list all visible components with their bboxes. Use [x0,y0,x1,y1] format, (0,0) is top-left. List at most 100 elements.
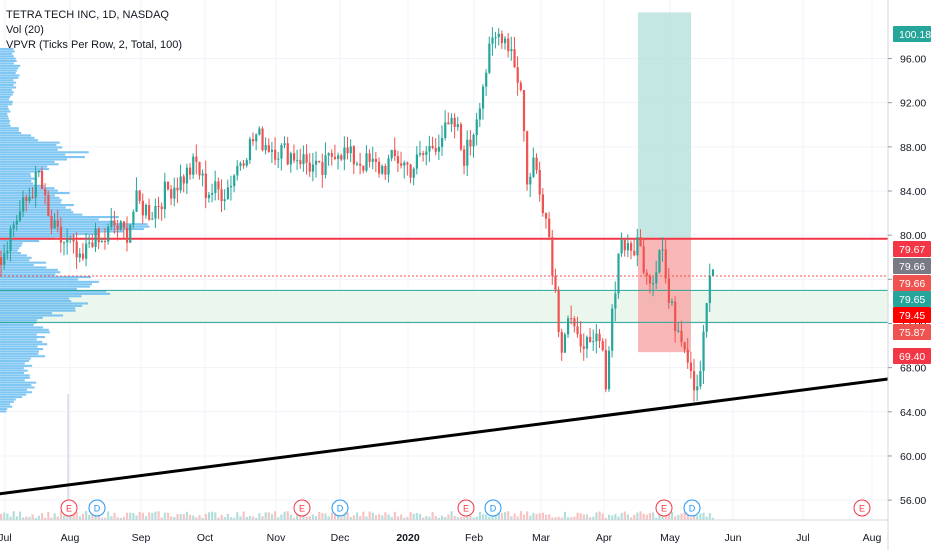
dividend-marker[interactable] [331,499,349,517]
volume-bar [3,512,6,520]
volume-bar [689,517,693,520]
support-zone[interactable] [0,290,888,323]
chart-title[interactable]: TETRA TECH INC, 1D, NASDAQ [6,9,169,21]
earnings-event[interactable]: E [853,499,871,517]
indicator-vol[interactable]: Vol (20) [6,24,44,36]
volume-bar [18,511,22,520]
earnings-label: E [859,504,865,514]
vpvr-bar [0,280,99,283]
earnings-event[interactable]: E [293,499,311,517]
candle [522,89,526,132]
volume-bar [595,512,598,520]
dividend-event[interactable]: D [484,499,502,517]
long-position-tool[interactable] [638,12,795,353]
volume-bar [674,516,677,520]
trend-line[interactable] [0,377,889,496]
vpvr-bar [0,400,14,403]
profit-zone[interactable] [638,12,691,239]
candle [639,237,642,247]
loss-zone[interactable] [638,238,691,353]
vpvr-bar [0,384,32,387]
x-tick-label: Dec [331,532,350,544]
volume-bar [223,516,226,520]
volume-bar [148,512,151,520]
vpvr-bar [0,120,11,123]
horizontal-lines[interactable] [0,237,888,323]
vpvr-bar [0,160,55,163]
earnings-marker[interactable] [60,499,78,517]
earnings-event[interactable]: E [60,499,78,517]
candle [655,272,658,284]
earnings-event[interactable]: E [457,499,475,517]
highlight-zone [0,290,888,323]
volume-bar [711,517,715,520]
candle [252,138,255,142]
candle [66,239,69,243]
volume-bar [233,517,236,520]
candle [324,155,327,175]
earnings-event[interactable]: E [655,499,673,517]
dividend-marker[interactable] [88,499,106,517]
candle [642,246,645,273]
dividend-marker[interactable] [484,499,502,517]
earnings-marker[interactable] [457,499,475,517]
earnings-marker[interactable] [655,499,673,517]
y-tick-label: 68.00 [900,363,926,375]
volume-bar [705,516,708,520]
vpvr-bar [0,376,30,379]
vpvr-bar [0,240,40,243]
dividend-marker[interactable] [683,499,701,517]
volume-bar [371,512,374,520]
vpvr-bar [0,86,17,89]
vpvr-bar [0,372,25,375]
candle [567,318,570,335]
candle [699,370,702,387]
trendline[interactable] [0,377,889,496]
price-tag-label: 69.40 [899,351,925,363]
price-tag: 75.87 [893,324,931,340]
candle [576,326,579,335]
candle [444,122,447,139]
earnings-marker[interactable] [293,499,311,517]
vpvr-bar [0,271,61,274]
vpvr-bar [0,348,44,351]
earnings-label: E [661,504,667,514]
candle [441,138,444,147]
candle [18,211,22,221]
volume-bar [406,516,409,520]
volume-bar [535,514,538,520]
vpvr-bar [0,88,12,91]
candle [47,194,50,217]
volume-bar [25,516,28,520]
candle [56,220,59,227]
vpvr-bar [0,398,16,401]
indicator-vpvr[interactable]: VPVR (Ticks Per Row, 2, Total, 100) [6,39,183,51]
vpvr-bar [0,112,8,115]
volume-bar [648,512,652,520]
vpvr-bar [0,268,58,271]
volume-bar [308,516,311,520]
vpvr-bar [0,211,74,214]
vpvr-bar [0,304,83,307]
volume-bar [274,511,277,520]
vpvr-bar [0,184,45,187]
candle [667,278,670,303]
earnings-marker[interactable] [853,499,871,517]
volume-bar [645,514,648,520]
dividend-event[interactable]: D [683,499,701,517]
volume-bar [195,517,198,520]
price-tag-label: 79.65 [899,294,925,306]
vpvr-bar [0,216,119,219]
dividend-event[interactable]: D [331,499,349,517]
volume-bar [261,516,264,520]
volume-bar [160,517,163,520]
dividend-event[interactable]: D [88,499,106,517]
vpvr-bar [0,410,7,413]
volume-bar [72,514,75,520]
volume-bar [217,517,220,520]
candle [585,336,589,349]
vpvr-bar [0,177,36,180]
volume-bar [355,512,359,520]
